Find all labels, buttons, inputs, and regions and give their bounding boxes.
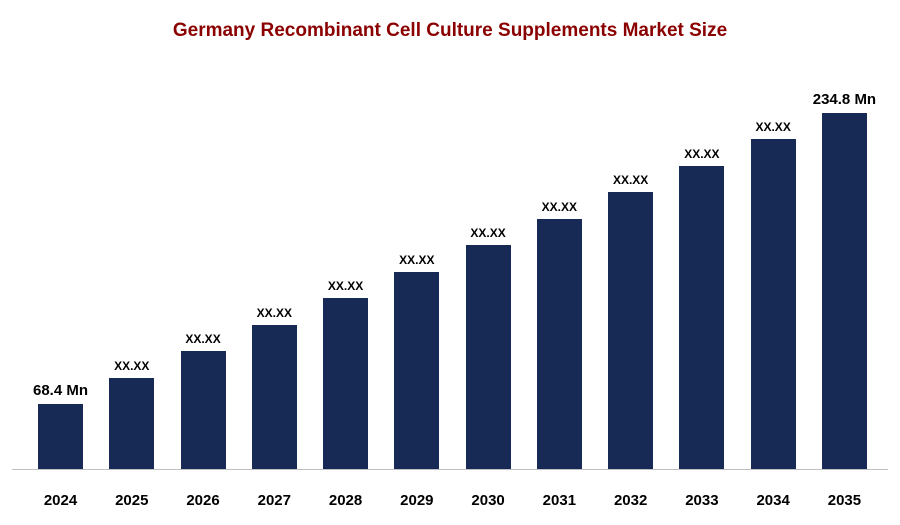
x-tick-label: 2033	[685, 492, 719, 509]
bar-column: 234.8 Mn	[809, 91, 880, 470]
bar-column: XX.XX	[738, 120, 809, 470]
bar-column: XX.XX	[453, 226, 524, 470]
bar-column: XX.XX	[168, 332, 239, 470]
bar-value-label: XX.XX	[541, 200, 578, 214]
bar	[821, 113, 867, 470]
bar-value-label: XX.XX	[684, 147, 720, 161]
bar	[180, 351, 226, 470]
x-tick-label: 2027	[257, 492, 291, 509]
bar-value-label: 234.8 Mn	[812, 91, 877, 108]
bar-column: XX.XX	[96, 359, 167, 470]
bar-value-label: XX.XX	[755, 120, 791, 134]
bar	[536, 219, 582, 470]
x-tick-label: 2024	[43, 492, 78, 509]
x-tick-label: 2025	[115, 492, 149, 509]
bar	[750, 139, 796, 470]
bar	[251, 325, 297, 470]
bar-value-label: XX.XX	[327, 279, 364, 293]
bar	[679, 166, 725, 470]
bar-column: XX.XX	[381, 253, 452, 470]
bar-value-label: XX.XX	[256, 306, 292, 320]
bar-value-label: XX.XX	[114, 359, 150, 373]
bar	[394, 272, 440, 470]
chart-title: Germany Recombinant Cell Culture Supplem…	[172, 20, 728, 41]
x-tick-label: 2029	[400, 492, 434, 509]
bar-column: XX.XX	[310, 279, 381, 470]
x-tick-label: 2030	[471, 492, 505, 509]
bar	[323, 298, 369, 470]
x-tick-label: 2028	[328, 492, 363, 509]
plot-area: 68.4 Mn XX.XX XX.XX XX.XX XX.XX XX.XX XX.XX XX.…	[25, 91, 880, 470]
x-tick-label: 2035	[827, 492, 862, 509]
x-tick-label: 2031	[542, 492, 577, 509]
bar-column: XX.XX	[524, 200, 595, 470]
bar-column: 68.4 Mn	[25, 382, 96, 470]
bar-value-label: 68.4 Mn	[32, 382, 89, 399]
x-tick-label: 2032	[613, 492, 648, 509]
bar-column: XX.XX	[595, 173, 666, 470]
bar-value-label: XX.XX	[399, 253, 435, 267]
bar-column: XX.XX	[239, 306, 310, 470]
x-tick-label: 2026	[186, 492, 220, 509]
x-axis-labels: 2024 2025 2026 2027 2028 2029 2030 2031 2032 2033…	[25, 492, 880, 509]
bar	[109, 378, 155, 470]
bar	[38, 404, 83, 470]
bar-column: XX.XX	[666, 147, 737, 470]
bar-value-label: XX.XX	[185, 332, 221, 346]
x-tick-label: 2034	[756, 492, 790, 509]
x-axis-line	[12, 469, 888, 470]
bar-value-label: XX.XX	[470, 226, 506, 240]
bar	[608, 192, 654, 470]
bar-value-label: XX.XX	[612, 173, 649, 187]
bar	[465, 245, 511, 470]
